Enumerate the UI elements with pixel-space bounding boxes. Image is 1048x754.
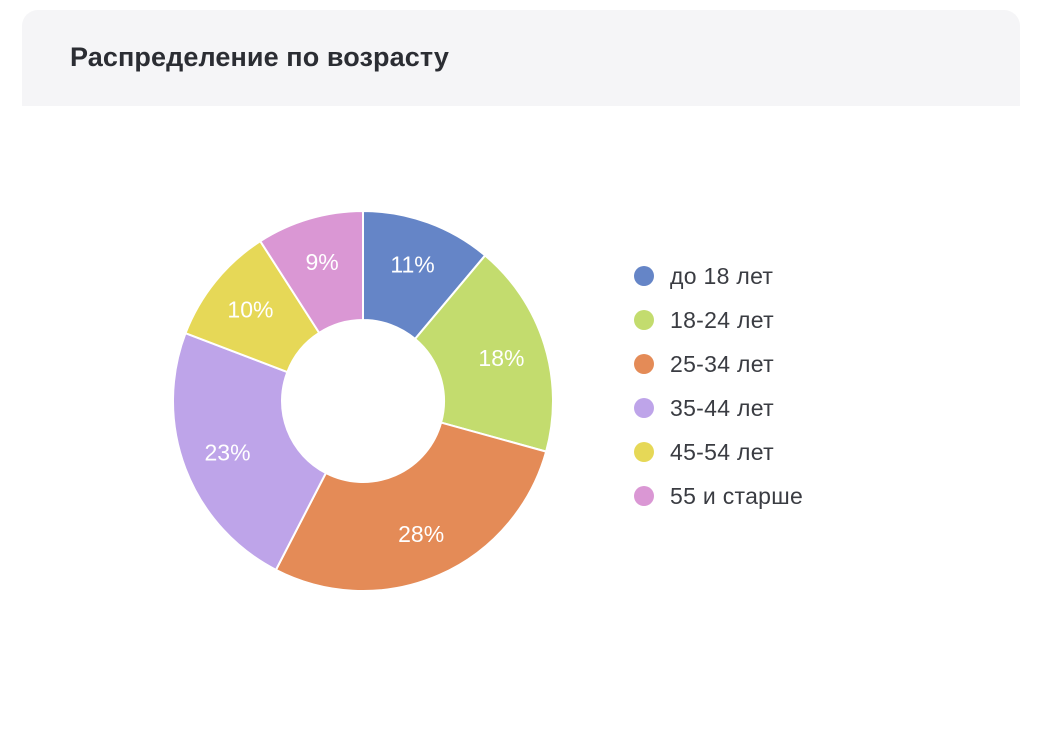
- legend-swatch: [634, 354, 654, 374]
- donut-slice-labels: 11% 18% 28% 23% 10% 9%: [205, 249, 525, 547]
- legend-label: до 18 лет: [670, 262, 774, 289]
- slice-label-5: 10%: [227, 297, 273, 323]
- legend-label: 45-54 лет: [670, 438, 774, 465]
- legend-label: 35-44 лет: [670, 394, 774, 421]
- legend-label: 25-34 лет: [670, 350, 774, 377]
- legend-item-1[interactable]: до 18 лет: [634, 254, 803, 298]
- slice-label-3: 28%: [398, 521, 444, 547]
- donut-slices: [172, 209, 554, 592]
- legend-swatch: [634, 442, 654, 462]
- slice-label-1: 11%: [390, 252, 434, 278]
- legend-swatch: [634, 486, 654, 506]
- legend-item-4[interactable]: 35-44 лет: [634, 386, 803, 430]
- donut-slice-3[interactable]: [274, 421, 548, 592]
- slice-label-4: 23%: [205, 440, 251, 466]
- legend-item-6[interactable]: 55 и старше: [634, 474, 803, 518]
- legend-swatch: [634, 398, 654, 418]
- legend-label: 55 и старше: [670, 482, 804, 509]
- legend-swatch: [634, 266, 654, 286]
- card-header: Распределение по возрасту: [22, 10, 1020, 106]
- donut-slice-2[interactable]: [413, 254, 554, 453]
- chart-title: Распределение по возрасту: [70, 41, 449, 72]
- donut-slice-6[interactable]: [258, 209, 364, 335]
- legend-item-5[interactable]: 45-54 лет: [634, 430, 803, 474]
- slice-label-6: 9%: [306, 249, 339, 275]
- donut-slice-4[interactable]: [172, 331, 328, 572]
- legend-label: 18-24 лет: [670, 306, 774, 333]
- legend-swatch: [634, 310, 654, 330]
- legend-item-2[interactable]: 18-24 лет: [634, 298, 803, 342]
- chart-legend: до 18 лет 18-24 лет 25-34 лет 35-44 лет 45-5…: [634, 254, 803, 518]
- legend-item-3[interactable]: 25-34 лет: [634, 342, 803, 386]
- slice-label-2: 18%: [478, 345, 524, 371]
